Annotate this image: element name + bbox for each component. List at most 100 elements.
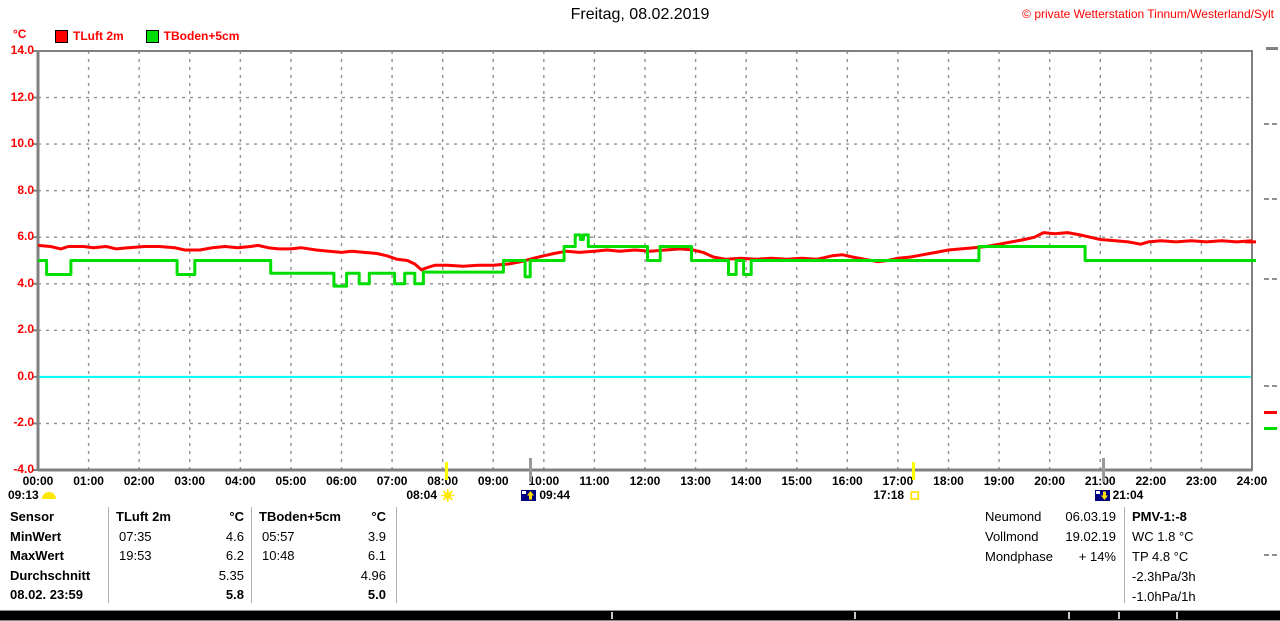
margin-dash-green	[1264, 427, 1277, 430]
half-sun-icon	[41, 491, 56, 499]
astro-value: 19.02.19	[1065, 529, 1116, 544]
sun-outline-icon	[907, 489, 922, 502]
astro-label: Mondphase	[985, 549, 1053, 564]
sunset-axis-tick	[911, 462, 915, 480]
moonset-axis-tick	[1102, 458, 1106, 482]
x-axis-tick-label: 18:00	[933, 474, 964, 488]
stats-sensor2-name: TBoden+5cm	[259, 509, 341, 524]
status-bar-divider	[1118, 612, 1120, 619]
stats-cell: 5.35	[218, 568, 244, 583]
x-axis-tick-label: 05:00	[275, 474, 307, 488]
temperature-plot	[32, 50, 1256, 472]
astro-value: 06.03.19	[1065, 509, 1116, 524]
y-axis-tick-label: 12.0	[10, 89, 34, 104]
status-bar-divider	[854, 612, 856, 619]
x-axis-tick-label: 12:00	[629, 474, 661, 488]
y-axis-unit-label: °C	[13, 27, 27, 41]
margin-dash	[1264, 278, 1269, 280]
x-axis-tick-label: 14:00	[730, 474, 762, 488]
moonrise-time-label: 09:44	[539, 488, 571, 502]
y-axis-tick-label: 2.0	[17, 322, 34, 337]
table-divider	[1124, 507, 1125, 603]
y-axis-tick-label: 8.0	[17, 182, 34, 197]
sunrise-axis-tick	[444, 462, 448, 480]
x-axis-tick-label: 04:00	[224, 474, 256, 488]
x-axis-tick-label: 03:00	[174, 474, 206, 488]
x-axis-tick-label: 20:00	[1034, 474, 1065, 488]
sun-filled-icon	[440, 488, 455, 502]
tboden-5cm-line	[38, 233, 1252, 288]
margin-dash	[1264, 198, 1269, 200]
stats-row-label: Durchschnitt	[10, 568, 91, 583]
stats-cell: 6.2	[225, 548, 244, 563]
status-bar-divider	[1068, 612, 1070, 619]
stats-cell: 4.6	[225, 529, 244, 544]
chart-legend: TLuft 2m TBoden+5cm	[55, 29, 239, 43]
x-axis-tick-label: 23:00	[1186, 474, 1217, 488]
moonset-time-label: 21:04	[1112, 488, 1144, 502]
stats-cell: 6.1	[367, 548, 386, 563]
margin-dash	[1264, 123, 1269, 125]
stats-cell: 10:48	[262, 548, 295, 563]
stats-header-label: Sensor	[10, 509, 55, 524]
tluft-2m-line	[37, 231, 1253, 272]
legend-swatch-tluft-2m	[55, 29, 68, 43]
margin-dash	[1272, 385, 1277, 387]
y-axis-tick-label: 10.0	[10, 136, 34, 151]
legend-label: TBoden+5cm	[163, 29, 240, 43]
x-axis-tick-label: 15:00	[781, 474, 813, 488]
y-axis-tick-label: 14.0	[10, 43, 34, 57]
sunset-time-label: 17:18	[873, 488, 905, 502]
pressure-3h-reading: -2.3hPa/3h	[1132, 569, 1196, 584]
dewpoint-reading: TP 4.8 °C	[1132, 549, 1189, 564]
astro-label: Neumond	[985, 509, 1042, 524]
moonrise-marker: 09:44	[521, 488, 570, 502]
status-bar	[0, 610, 1280, 621]
moonset-marker: 21:04	[1094, 488, 1144, 502]
x-axis-tick-label: 22:00	[1135, 474, 1167, 488]
windchill-reading: WC 1.8 °C	[1132, 529, 1194, 544]
x-axis-tick-label: 00:00	[22, 474, 54, 488]
stats-sensor1-name: TLuft 2m	[116, 509, 171, 524]
status-bar-divider	[611, 612, 613, 619]
pmv-reading: PMV-1:-8	[1132, 509, 1187, 524]
x-axis-tick-label: 11:00	[579, 474, 610, 488]
x-axis-tick-label: 17:00	[882, 474, 914, 488]
status-bar-divider	[1176, 612, 1178, 619]
legend-label: TLuft 2m	[73, 29, 124, 43]
y-axis-tick-label: 6.0	[17, 229, 34, 244]
y-axis-tick-label: -4.0	[13, 462, 34, 476]
x-axis-tick-label: 13:00	[680, 474, 711, 488]
sunshine-duration-value: 09:13	[8, 488, 39, 502]
margin-dash	[1272, 198, 1277, 200]
page-title: Freitag, 08.02.2019	[570, 6, 710, 23]
y-axis-tick-label: 0.0	[17, 368, 34, 383]
y-axis-tick-label: 4.0	[17, 275, 34, 290]
stats-row-label: 08.02. 23:59	[10, 587, 84, 602]
moon-arrow-up-icon	[521, 489, 537, 502]
sunrise-time-label: 08:04	[406, 488, 438, 502]
stats-sensor1-unit: °C	[229, 509, 244, 524]
legend-item: TBoden+5cm	[145, 29, 240, 43]
moon-arrow-down-icon	[1094, 489, 1110, 502]
margin-dash	[1272, 554, 1277, 556]
x-axis-tick-label: 09:00	[477, 474, 509, 488]
x-axis-tick-label: 10:00	[528, 474, 560, 488]
stats-row-label: MinWert	[10, 529, 62, 544]
stats-cell: 3.9	[367, 529, 386, 544]
astro-label: Vollmond	[985, 529, 1039, 544]
table-divider	[396, 507, 397, 603]
astro-value: + 14%	[1078, 549, 1116, 564]
margin-dash	[1264, 554, 1269, 556]
margin-dash	[1266, 47, 1278, 50]
sunrise-marker: 08:04	[406, 488, 455, 502]
x-axis-tick-label: 01:00	[73, 474, 104, 488]
x-axis-tick-label: 16:00	[831, 474, 863, 488]
x-axis-tick-label: 21:00	[1084, 474, 1116, 488]
x-axis-tick-label: 02:00	[123, 474, 155, 488]
x-axis-tick-label: 24:00	[1236, 474, 1268, 488]
margin-dash	[1272, 123, 1277, 125]
x-axis-tick-label: 06:00	[326, 474, 357, 488]
x-axis-tick-label: 07:00	[376, 474, 408, 488]
